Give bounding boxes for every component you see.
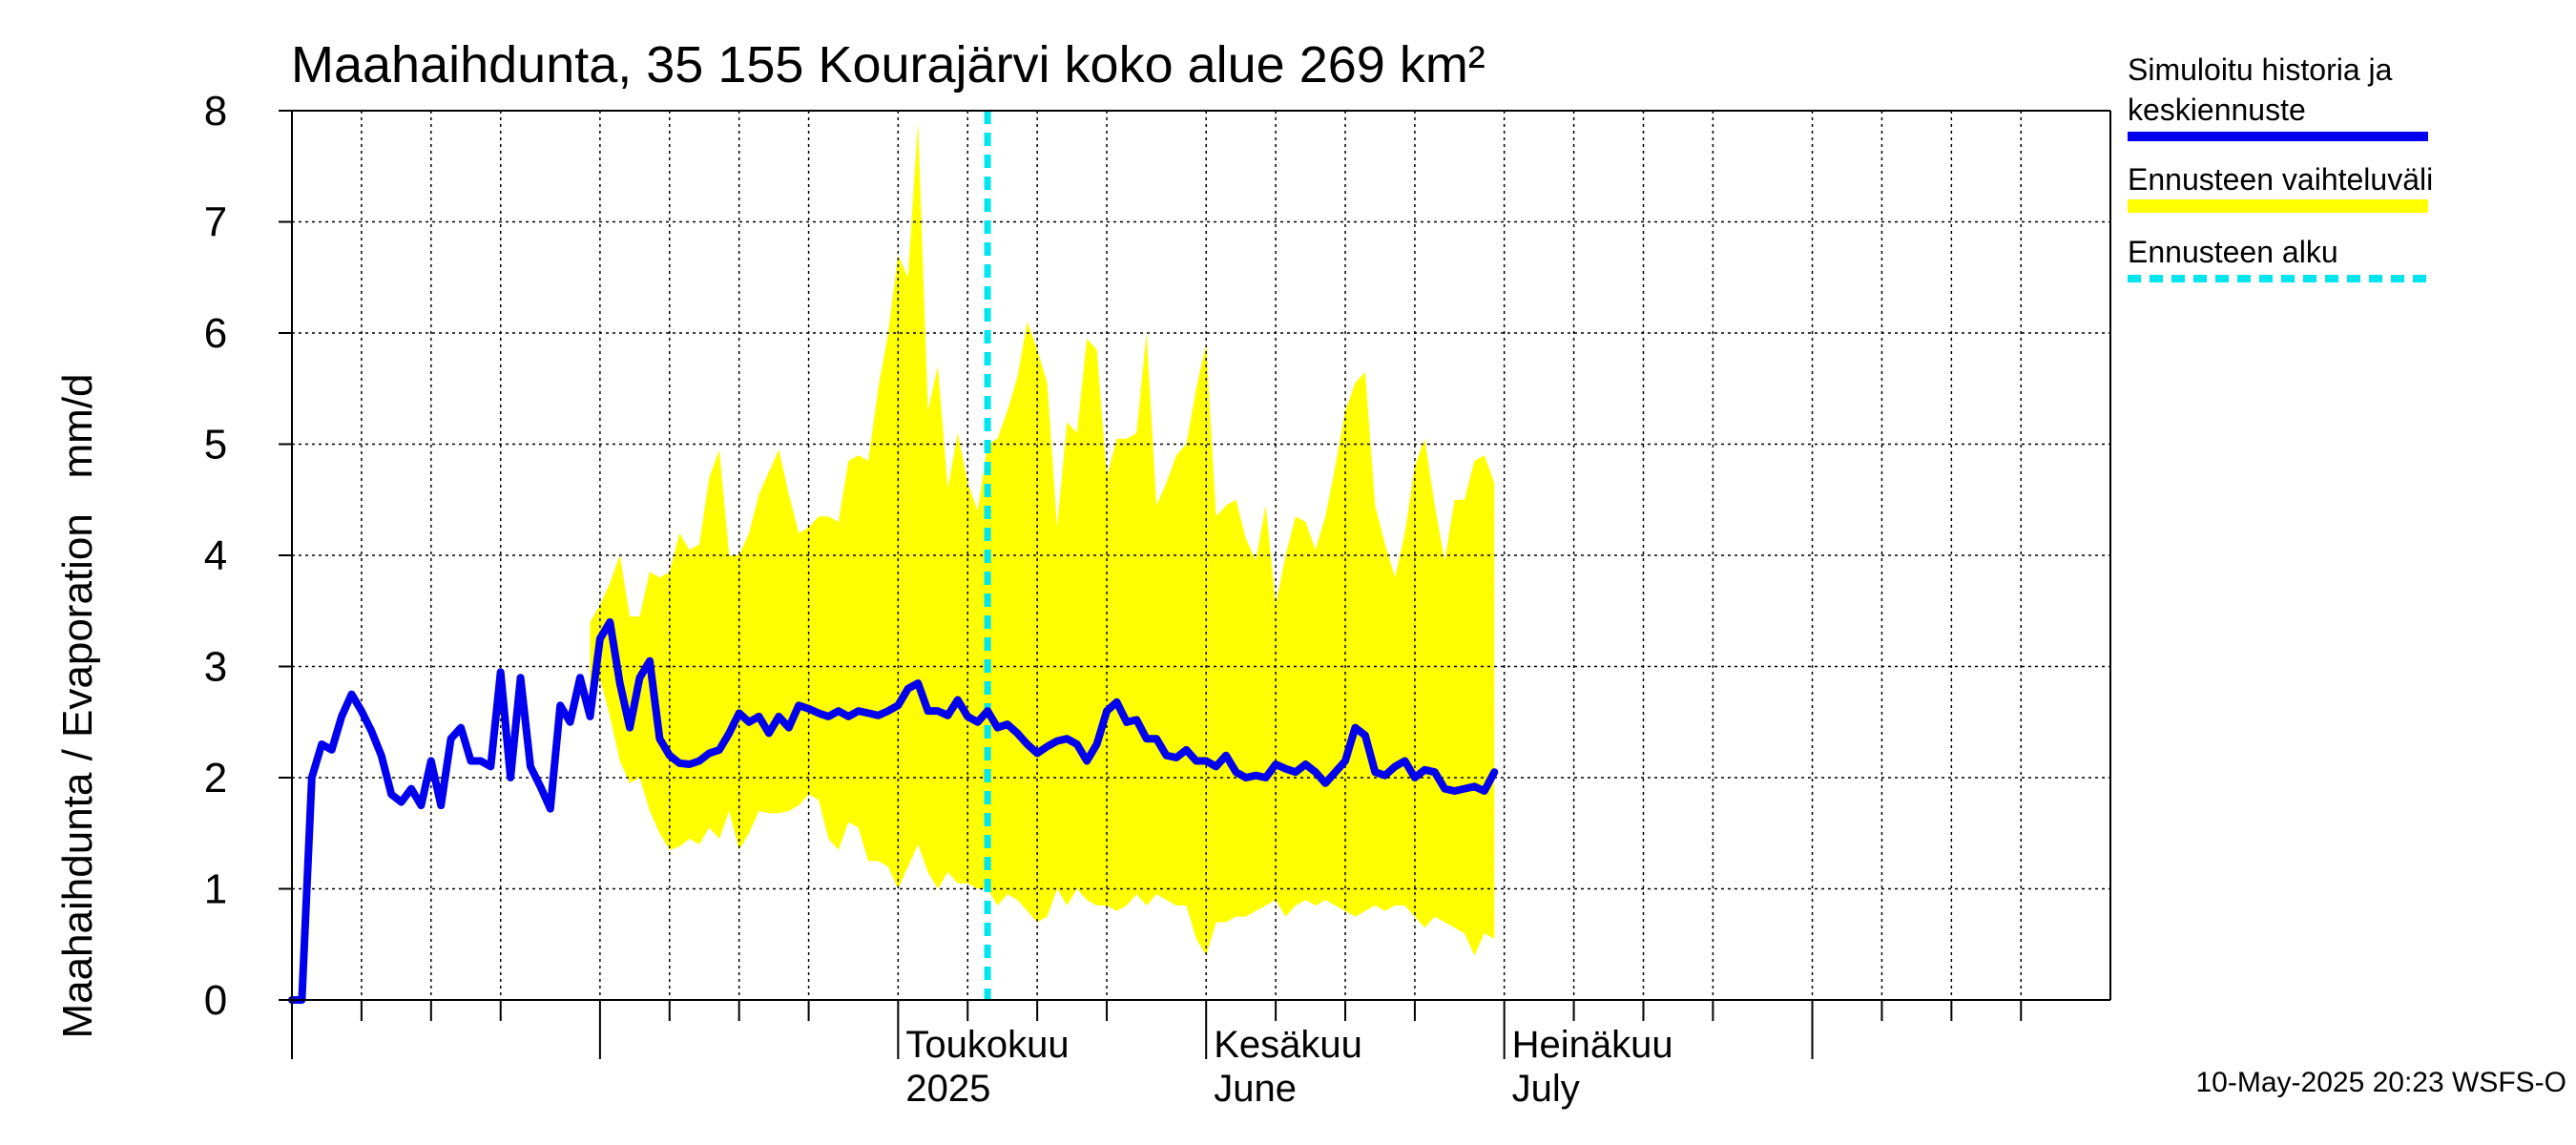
x-month-sublabel: July xyxy=(1512,1068,1580,1110)
chart-title: Maahaihdunta, 35 155 Kourajärvi koko alu… xyxy=(291,36,1485,94)
x-month-sublabel: 2025 xyxy=(905,1068,990,1110)
legend-label-simulated: Simuloitu historia ja xyxy=(2128,52,2393,87)
y-tick-label: 6 xyxy=(204,310,227,357)
y-tick-label: 7 xyxy=(204,199,227,246)
x-month-label: Toukokuu xyxy=(905,1024,1069,1066)
legend-label-range: Ennusteen vaihteluväli xyxy=(2128,162,2433,197)
forecast-range-band xyxy=(590,121,1495,956)
legend-label-simulated: keskiennuste xyxy=(2128,93,2306,127)
y-tick-label: 2 xyxy=(204,755,227,802)
y-tick-label: 0 xyxy=(204,977,227,1024)
x-month-label: Heinäkuu xyxy=(1512,1024,1673,1066)
legend: Simuloitu historia ja keskiennuste Ennuste… xyxy=(2128,52,2433,282)
x-month-label: Kesäkuu xyxy=(1214,1024,1362,1066)
y-tick-label: 3 xyxy=(204,644,227,691)
y-tick-label: 5 xyxy=(204,422,227,468)
y-tick-label: 4 xyxy=(204,532,227,579)
grid xyxy=(292,111,2110,1000)
series-line-simulated xyxy=(288,617,1499,1004)
x-month-sublabel: June xyxy=(1214,1068,1297,1110)
footer-timestamp: 10-May-2025 20:23 WSFS-O xyxy=(2196,1067,2567,1098)
y-axis-label: Maahaihdunta / Evaporation mm/d xyxy=(54,373,101,1038)
y-tick-label: 1 xyxy=(204,866,227,913)
y-tick-label: 8 xyxy=(204,88,227,135)
legend-label-forecast-start: Ennusteen alku xyxy=(2128,235,2338,269)
